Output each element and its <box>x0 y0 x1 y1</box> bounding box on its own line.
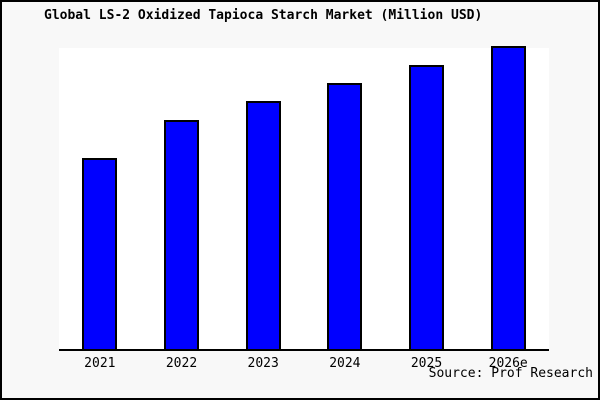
bar-slot-2024 <box>304 48 386 349</box>
source-credit: Source: Prof Research <box>428 366 593 381</box>
bar-2024 <box>327 83 363 349</box>
bar-slot-2026e <box>467 46 549 349</box>
x-tick-2025: 2025 <box>410 356 443 371</box>
bar-slot-2023 <box>222 48 304 349</box>
x-tick-2024: 2024 <box>329 356 361 371</box>
bar-2025 <box>409 64 445 349</box>
bar-2026e <box>490 46 526 349</box>
x-tick-2023: 2023 <box>247 356 279 371</box>
bar-2021 <box>82 157 118 349</box>
chart-title: Global LS-2 Oxidized Tapioca Starch Mark… <box>44 8 483 23</box>
x-axis-tick-labels: 2021 2022 2023 2024 2025 2026e <box>59 356 549 371</box>
x-tick-2022: 2022 <box>165 356 198 371</box>
bar-2023 <box>245 101 281 349</box>
bar-slot-2025 <box>386 48 468 349</box>
x-tick-2021: 2021 <box>84 356 116 371</box>
bar-2022 <box>164 120 199 349</box>
x-tick-2026e: 2026e <box>488 356 528 371</box>
bar-slot-2021 <box>59 48 141 349</box>
bar-slot-2022 <box>141 48 223 349</box>
plot-area <box>59 46 549 351</box>
